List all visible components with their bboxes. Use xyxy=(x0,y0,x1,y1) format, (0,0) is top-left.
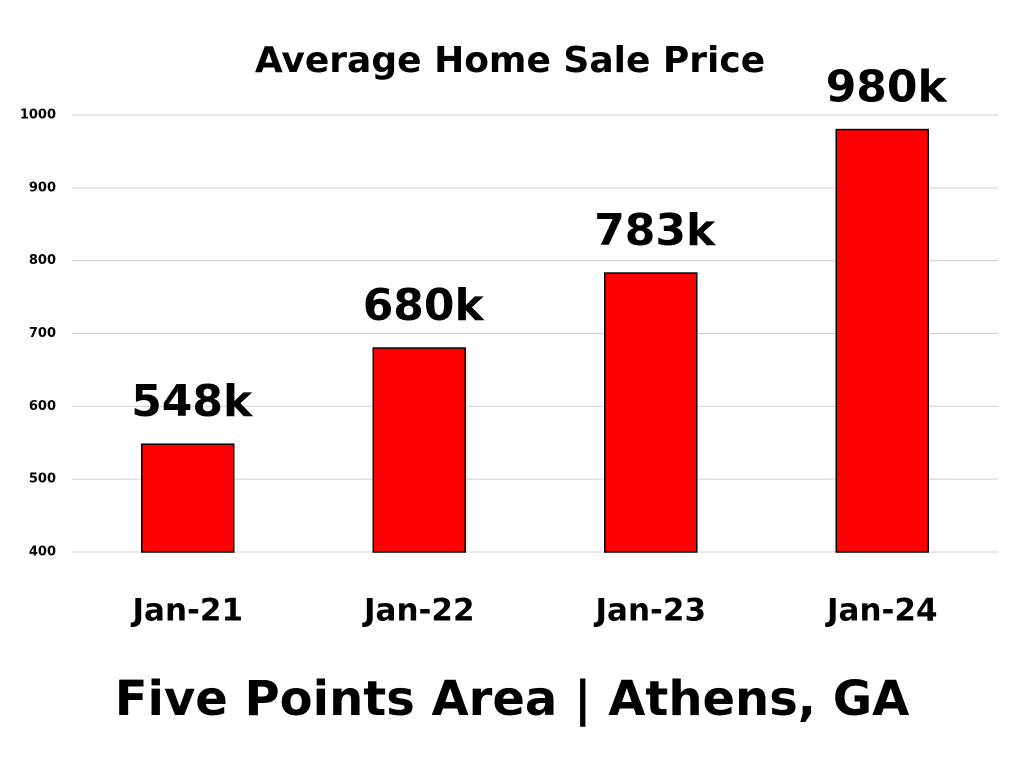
x-tick-label: Jan-22 xyxy=(362,593,475,629)
value-label: 980k xyxy=(826,62,949,113)
x-tick-label: Jan-23 xyxy=(593,593,706,629)
y-tick-label: 700 xyxy=(29,326,56,341)
y-tick-label: 400 xyxy=(29,545,56,560)
bar xyxy=(141,443,235,553)
y-tick-label: 1000 xyxy=(20,108,56,123)
y-tick-label: 600 xyxy=(29,399,56,414)
value-label: 680k xyxy=(363,280,486,331)
value-label: 783k xyxy=(594,205,717,256)
bar xyxy=(372,347,466,553)
x-tick-label: Jan-24 xyxy=(825,593,938,629)
bar xyxy=(835,128,929,553)
bar xyxy=(604,272,698,553)
chart-subtitle: Five Points Area | Athens, GA xyxy=(115,671,910,727)
y-tick-label: 900 xyxy=(29,180,56,195)
value-label: 548k xyxy=(131,376,254,427)
x-tick-label: Jan-21 xyxy=(130,593,243,629)
y-tick-label: 800 xyxy=(29,253,56,268)
chart-title: Average Home Sale Price xyxy=(255,40,765,81)
y-tick-label: 500 xyxy=(29,472,56,487)
